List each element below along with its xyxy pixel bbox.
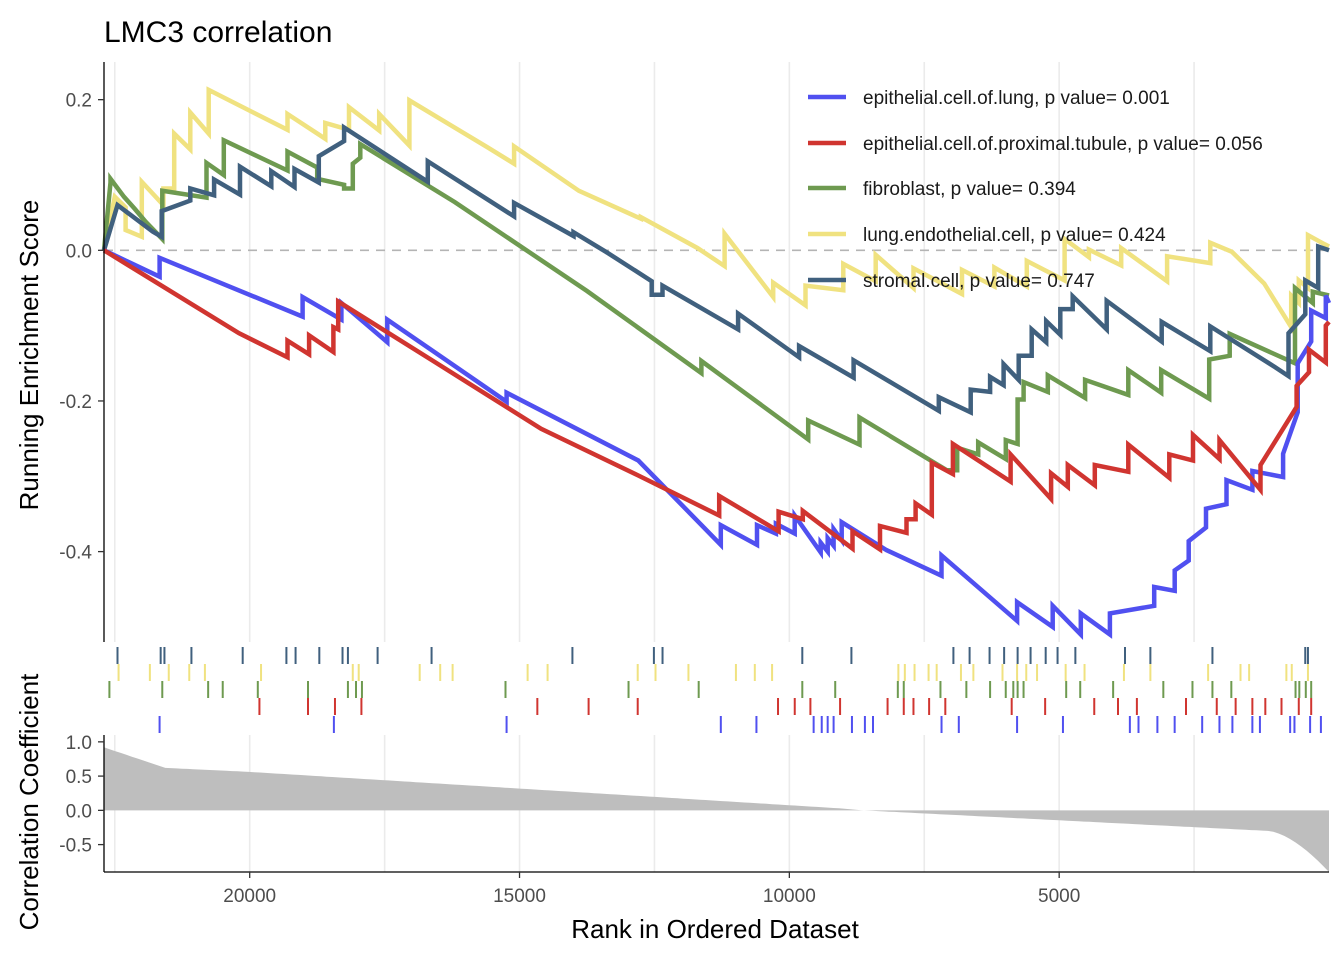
series-line-lung (103, 248, 1332, 641)
y-axis-title: Running Enrichment Score (14, 200, 44, 511)
enrichment-lines (101, 86, 1332, 641)
y-tick-label: 0.0 (66, 241, 92, 262)
legend-label-fibro: fibroblast, p value= 0.394 (863, 179, 1076, 200)
y-tick-label-bottom: -0.5 (59, 836, 92, 857)
series-line-fibro (101, 136, 1330, 473)
y-tick-label: -0.4 (59, 543, 92, 564)
legend-label-lung: epithelial.cell.of.lung, p value= 0.001 (863, 88, 1170, 109)
y-tick-label: 0.2 (66, 91, 92, 112)
series-line-tubule (102, 248, 1331, 554)
correlation-area (104, 747, 1329, 872)
series-line-stromal (101, 123, 1330, 416)
y-axis-title-bottom: Correlation Coefficient (14, 673, 44, 931)
legend: epithelial.cell.of.lung, p value= 0.001 e… (808, 88, 1263, 292)
top-y-axis: 0.2 0.0 -0.2 -0.4 (59, 62, 105, 642)
x-axis: 20000 15000 10000 5000 (104, 871, 1329, 907)
x-axis-title: Rank in Ordered Dataset (571, 914, 859, 944)
x-tick-label: 15000 (493, 886, 546, 907)
y-tick-label: -0.2 (59, 392, 92, 413)
x-tick-label: 5000 (1038, 886, 1080, 907)
legend-label-stromal: stromal.cell, p value= 0.747 (863, 271, 1095, 292)
hit-rug-marks (108, 647, 1322, 733)
x-tick-label: 10000 (763, 886, 816, 907)
x-tick-label: 20000 (223, 886, 276, 907)
bottom-y-axis: 1.0 0.5 0.0 -0.5 (59, 733, 105, 872)
series-line-endo (101, 86, 1331, 336)
chart-title: LMC3 correlation (104, 16, 332, 49)
legend-label-endo: lung.endothelial.cell, p value= 0.424 (863, 225, 1166, 246)
y-tick-label-bottom: 1.0 (66, 733, 92, 754)
legend-label-tubule: epithelial.cell.of.proximal.tubule, p va… (863, 134, 1263, 155)
y-tick-label-bottom: 0.0 (66, 801, 92, 822)
y-tick-label-bottom: 0.5 (66, 767, 92, 788)
